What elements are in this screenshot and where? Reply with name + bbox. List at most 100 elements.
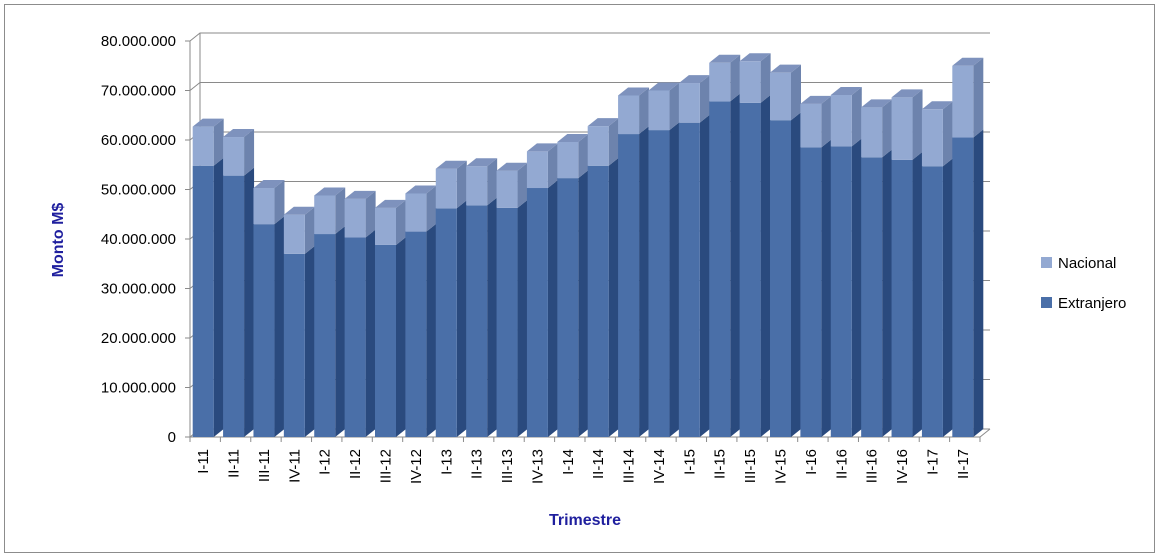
bar-extranjero — [739, 94, 771, 437]
bar-extranjero-front — [375, 244, 396, 437]
bar-extranjero-side — [821, 139, 832, 438]
bar-nacional-side — [821, 95, 832, 148]
bar-extranjero-front — [223, 175, 245, 437]
bar-nacional-top — [709, 54, 741, 63]
bar-nacional-top — [952, 57, 984, 66]
bar-extranjero — [466, 197, 498, 437]
bar-extranjero-side — [699, 114, 710, 438]
bar-extranjero — [709, 93, 741, 437]
bar-nacional-front — [618, 95, 640, 135]
bar-nacional-side — [456, 160, 467, 209]
bar-nacional-front — [709, 62, 731, 102]
x-tick-label: I-12 — [317, 449, 334, 475]
bar-extranjero-side — [487, 197, 498, 437]
x-tick-label: I-17 — [924, 449, 941, 475]
x-tick-label: II-12 — [347, 449, 364, 479]
bar-nacional-front — [648, 90, 670, 131]
y-tick-label: 50.000.000 — [101, 182, 176, 199]
bar-extranjero-side — [973, 129, 984, 437]
bar-extranjero-front — [830, 146, 852, 437]
bar-nacional-top — [283, 206, 315, 215]
bar-nacional-side — [304, 206, 315, 254]
bar-nacional-front — [952, 65, 974, 138]
x-tick-label: IV-12 — [408, 449, 425, 484]
bar-extranjero-front — [861, 157, 883, 437]
bar-extranjero-side — [760, 94, 771, 437]
bar-nacional — [314, 187, 346, 235]
bar-extranjero — [253, 216, 285, 437]
y-tick-label: 0 — [168, 429, 176, 446]
bar-nacional-front — [921, 109, 943, 167]
x-tick-label: I-13 — [438, 449, 455, 475]
bar-nacional-front — [678, 83, 700, 123]
bar-extranjero-side — [669, 122, 680, 437]
bar-extranjero — [952, 129, 984, 437]
bar-nacional-front — [739, 61, 761, 103]
bar-extranjero — [770, 112, 801, 437]
bar-nacional — [344, 190, 376, 238]
bar-nacional-top — [861, 99, 893, 108]
bar-nacional-side — [791, 64, 801, 121]
bar-nacional-top — [344, 190, 376, 199]
legend-swatch-extranjero — [1041, 297, 1052, 308]
x-tick-label: II-13 — [469, 449, 486, 479]
y-tick-label: 80.000.000 — [101, 33, 176, 50]
bar-nacional — [952, 57, 984, 138]
x-tick-label: I-11 — [195, 449, 212, 474]
bar-extranjero-side — [456, 200, 467, 437]
bar-extranjero-front — [587, 165, 609, 438]
y-tick-label: 10.000.000 — [101, 380, 176, 397]
bar-nacional-top — [405, 185, 437, 194]
bar-extranjero — [921, 158, 953, 438]
bar-nacional-side — [912, 89, 923, 160]
bar-extranjero-front — [192, 165, 214, 438]
bar-nacional-side — [578, 133, 589, 179]
y-tick-label: 40.000.000 — [101, 231, 176, 248]
x-tick-label: III-14 — [621, 449, 638, 483]
bar-nacional-top — [192, 118, 224, 127]
bar-nacional — [739, 53, 771, 103]
bar-extranjero-front — [921, 166, 943, 438]
bar-extranjero — [800, 139, 832, 438]
y-tick-labels: 0 10.000.000 20.000.000 30.000.000 40.000.00… — [101, 33, 176, 446]
bar-nacional-front — [587, 126, 609, 166]
bar-extranjero — [344, 229, 376, 437]
y-axis-title: Monto M$ — [50, 203, 67, 278]
bar-extranjero-side — [517, 199, 528, 437]
y-tick-label: 60.000.000 — [101, 132, 176, 149]
bar-extranjero — [587, 157, 619, 438]
bar-nacional-front — [830, 94, 852, 147]
x-tick-label: III-11 — [256, 449, 273, 482]
bar-extranjero-front — [739, 102, 761, 437]
bar-nacional — [466, 158, 498, 206]
bar-nacional-top — [435, 160, 467, 169]
legend-label-extranjero: Extranjero — [1058, 295, 1126, 312]
bar-nacional-top — [496, 162, 528, 171]
bar-nacional — [435, 160, 467, 209]
bar-extranjero — [526, 180, 558, 437]
bar-extranjero-front — [253, 224, 275, 437]
bar-extranjero — [861, 149, 893, 437]
bar-nacional — [496, 162, 528, 208]
bar-extranjero — [375, 236, 406, 437]
bar-extranjero-side — [365, 229, 376, 437]
bar-nacional — [800, 95, 832, 148]
bar-extranjero-front — [618, 134, 640, 437]
bar-nacional-top — [739, 53, 771, 62]
bar-nacional-side — [669, 82, 680, 131]
bar-nacional-front — [223, 137, 245, 176]
bar-extranjero-front — [557, 178, 579, 438]
bar-extranjero-side — [274, 216, 285, 437]
x-tick-label: IV-11 — [286, 449, 303, 483]
bar-extranjero-front — [526, 188, 548, 437]
bar-extranjero-side — [578, 170, 589, 438]
bar-extranjero — [223, 167, 255, 437]
x-tick-label: I-16 — [803, 449, 820, 475]
bar-nacional-front — [405, 193, 427, 232]
bar-extranjero-front — [952, 137, 974, 437]
x-tick-label: II-17 — [955, 449, 972, 479]
bar-nacional-front — [800, 103, 822, 148]
bar-nacional — [223, 129, 255, 176]
bar-nacional — [648, 82, 680, 131]
bar-extranjero-side — [304, 245, 315, 437]
